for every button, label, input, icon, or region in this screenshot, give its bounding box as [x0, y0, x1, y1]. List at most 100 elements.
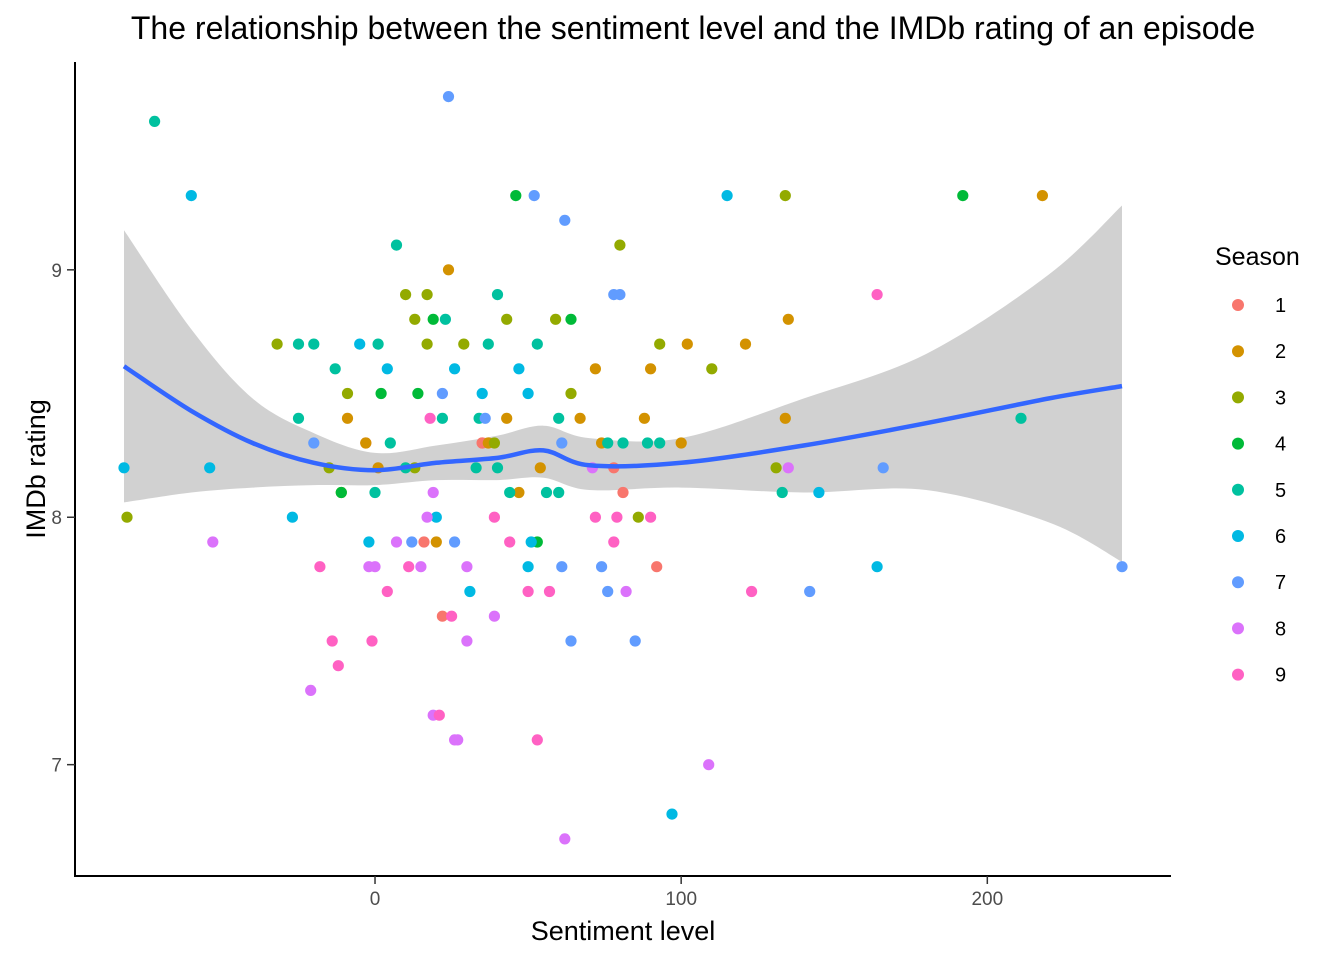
legend-label-season-6: 6 — [1275, 526, 1286, 548]
season-7-point — [308, 437, 320, 449]
season-8-point — [461, 561, 473, 573]
season-2-point — [360, 437, 372, 449]
season-3-point — [614, 239, 626, 251]
season-4-point — [510, 190, 522, 202]
season-6-point — [204, 462, 216, 474]
y-tick-label: 8 — [51, 508, 62, 529]
legend: Season 1 2 3 4 5 6 7 8 9 — [1215, 243, 1300, 687]
legend-label-season-4: 4 — [1275, 434, 1286, 456]
season-9-point — [433, 709, 445, 721]
season-6-point — [185, 190, 197, 202]
season-5-point — [372, 338, 384, 350]
season-5-point — [439, 313, 451, 325]
season-5-point — [390, 239, 403, 251]
season-4-point — [427, 313, 439, 325]
legend-items: 1 2 3 4 5 6 7 8 9 — [1232, 295, 1286, 687]
season-8-point — [559, 833, 571, 845]
legend-key-season-4 — [1232, 437, 1244, 450]
legend-label-season-1: 1 — [1275, 295, 1286, 317]
season-2-point — [442, 264, 455, 276]
season-1-point — [651, 561, 663, 573]
season-9-point — [522, 585, 534, 598]
season-5-point — [491, 462, 504, 474]
season-6-point — [525, 536, 537, 548]
legend-key-season-8 — [1232, 622, 1244, 635]
x-axis-ticks: 0 100 200 — [370, 876, 1003, 910]
season-7-point — [1116, 561, 1128, 573]
season-7-point — [877, 462, 889, 474]
season-4-point — [412, 387, 424, 400]
season-9-point — [531, 734, 543, 746]
season-8-point — [620, 585, 632, 598]
season-5-point — [617, 437, 629, 449]
season-4-point — [565, 313, 577, 325]
season-5-point — [1015, 412, 1027, 424]
x-tick-label: 100 — [665, 889, 697, 910]
legend-key-season-3 — [1232, 391, 1244, 404]
y-axis-title: IMDb rating — [21, 399, 51, 539]
season-8-point — [390, 536, 403, 548]
season-2-point — [341, 412, 354, 424]
season-8-point — [421, 511, 433, 523]
season-7-point — [556, 437, 568, 449]
season-6-point — [354, 338, 366, 350]
season-2-point — [638, 412, 651, 424]
y-axis-ticks: 7 8 9 — [51, 261, 75, 777]
season-6-point — [430, 511, 442, 523]
season-6-point — [381, 363, 393, 375]
season-8-point — [488, 610, 500, 622]
chart-title: The relationship between the sentiment l… — [131, 10, 1255, 46]
season-6-point — [464, 585, 476, 598]
season-7-point — [614, 289, 626, 301]
season-9-point — [326, 635, 338, 647]
season-1-point — [617, 486, 629, 499]
season-7-point — [596, 561, 608, 573]
season-5-point — [329, 363, 341, 375]
season-8-point — [461, 635, 473, 647]
season-3-point — [770, 462, 782, 474]
season-2-point — [739, 338, 752, 350]
season-5-point — [602, 437, 614, 449]
legend-label-season-3: 3 — [1275, 387, 1286, 409]
season-5-point — [776, 486, 788, 499]
season-5-point — [654, 437, 666, 449]
legend-key-season-7 — [1232, 576, 1244, 589]
season-6-point — [871, 561, 883, 573]
season-5-point — [553, 412, 565, 424]
season-9-point — [645, 511, 657, 523]
season-2-point — [501, 412, 513, 424]
season-7-point — [804, 585, 816, 598]
legend-title: Season — [1215, 243, 1300, 271]
season-8-point — [782, 462, 794, 474]
season-5-point — [641, 437, 654, 449]
season-2-point — [645, 363, 657, 375]
season-3-point — [421, 338, 433, 350]
plot-area — [118, 91, 1128, 845]
season-3-point — [458, 338, 470, 350]
season-8-point — [369, 561, 381, 573]
season-8-point — [207, 536, 219, 548]
season-4-point — [957, 190, 969, 202]
season-7-point — [565, 635, 577, 647]
season-3-point — [341, 387, 354, 400]
x-tick-label: 200 — [971, 889, 1003, 910]
season-5-point — [384, 437, 396, 449]
season-9-point — [611, 511, 623, 523]
season-9-point — [446, 610, 458, 622]
legend-key-season-5 — [1232, 483, 1244, 496]
season-6-point — [522, 387, 534, 400]
y-tick-label: 9 — [51, 261, 62, 282]
season-7-point — [559, 214, 571, 226]
legend-label-season-5: 5 — [1275, 480, 1286, 502]
loess-smooth-line — [122, 364, 1123, 473]
season-8-point — [427, 486, 439, 499]
season-9-point — [314, 561, 326, 573]
season-5-point — [482, 338, 494, 350]
season-3-point — [632, 511, 644, 523]
season-2-point — [534, 462, 546, 474]
season-7-point — [479, 412, 491, 424]
season-3-point — [501, 313, 513, 325]
season-3-point — [488, 437, 500, 449]
season-9-point — [332, 660, 344, 672]
